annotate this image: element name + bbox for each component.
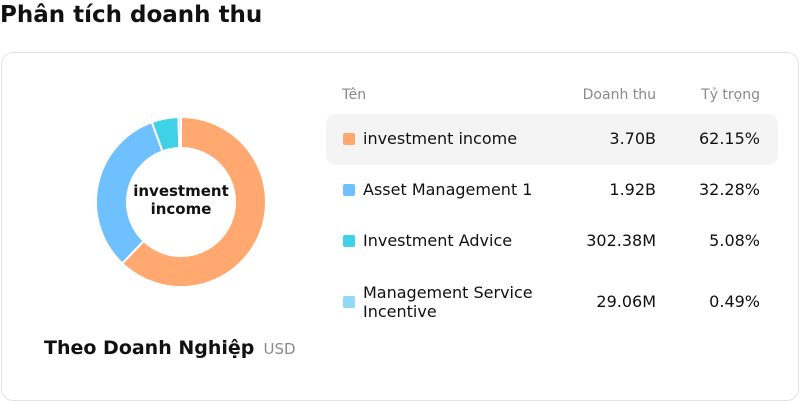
table-row-investment-income[interactable]: investment income 3.70B 62.15% <box>326 114 778 165</box>
donut-slice-2[interactable] <box>95 120 164 265</box>
header-name: Tên <box>342 87 367 103</box>
donut-slice-1[interactable] <box>120 115 267 288</box>
page-title: Phân tích doanh thu <box>0 2 263 28</box>
row-revenue: 3.70B <box>609 129 656 148</box>
revenue-card: investment income Theo Doanh Nghiệp USD … <box>1 52 799 401</box>
donut-chart: investment income <box>94 115 268 289</box>
row-share: 32.28% <box>698 180 760 199</box>
header-revenue: Doanh thu <box>582 87 656 103</box>
header-share: Tỷ trọng <box>701 87 760 103</box>
caption-title: Theo Doanh Nghiệp <box>44 337 255 359</box>
row-name: investment income <box>363 129 518 148</box>
revenue-table: Tên Doanh thu Tỷ trọng investment income… <box>326 83 778 337</box>
donut-slice-4[interactable] <box>177 115 182 150</box>
row-share: 5.08% <box>709 231 760 250</box>
table-header: Tên Doanh thu Tỷ trọng <box>326 83 778 109</box>
row-share: 0.49% <box>709 292 760 311</box>
donut-svg <box>95 115 267 288</box>
legend-swatch <box>343 133 355 145</box>
legend-swatch <box>343 184 355 196</box>
donut-center-label: investment income <box>133 182 229 218</box>
caption-unit: USD <box>263 340 296 358</box>
legend-swatch <box>343 235 355 247</box>
row-name: Investment Advice <box>363 231 513 250</box>
row-name: Management Service Incentive <box>363 283 533 321</box>
table-row-asset-management[interactable]: Asset Management 1 1.92B 32.28% <box>326 165 778 216</box>
legend-swatch <box>343 296 355 308</box>
table-row-management-service[interactable]: Management Service Incentive 29.06M 0.49… <box>326 267 778 337</box>
row-revenue: 29.06M <box>596 292 656 311</box>
row-name: Asset Management 1 <box>363 180 533 199</box>
table-row-investment-advice[interactable]: Investment Advice 302.38M 5.08% <box>326 216 778 267</box>
row-revenue: 1.92B <box>609 180 656 199</box>
row-revenue: 302.38M <box>586 231 656 250</box>
row-share: 62.15% <box>698 129 760 148</box>
chart-caption: Theo Doanh Nghiệp USD <box>44 337 296 359</box>
